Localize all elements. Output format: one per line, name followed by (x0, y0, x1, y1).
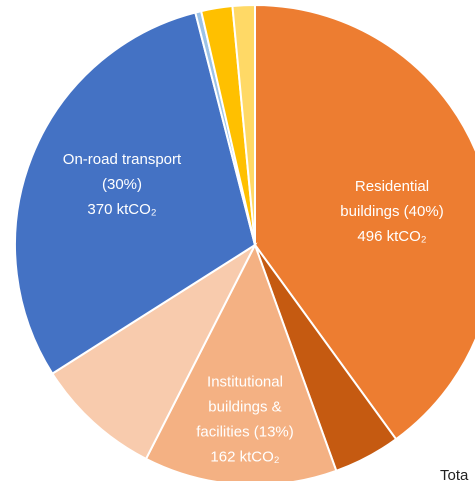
pie-slice (231, 3, 256, 246)
pie-slice (144, 242, 338, 481)
pie-slice (254, 3, 475, 441)
slice-label: 496 ktCO₂ (357, 228, 426, 245)
pie-slice (14, 11, 257, 375)
slice-label: buildings (40%) (340, 203, 443, 220)
slice-label: Institutional (207, 373, 283, 390)
slice-label: Residential (355, 178, 429, 195)
slice-label: (30%) (102, 176, 142, 193)
annotation: Tota (440, 467, 469, 481)
slice-label: buildings & (208, 398, 281, 415)
slice-label: 162 ktCO₂ (210, 448, 279, 465)
pie-slice (50, 242, 258, 461)
slice-label: facilities (13%) (196, 423, 294, 440)
slice-label: On-road transport (63, 151, 182, 168)
slice-label: 370 ktCO₂ (87, 201, 156, 218)
